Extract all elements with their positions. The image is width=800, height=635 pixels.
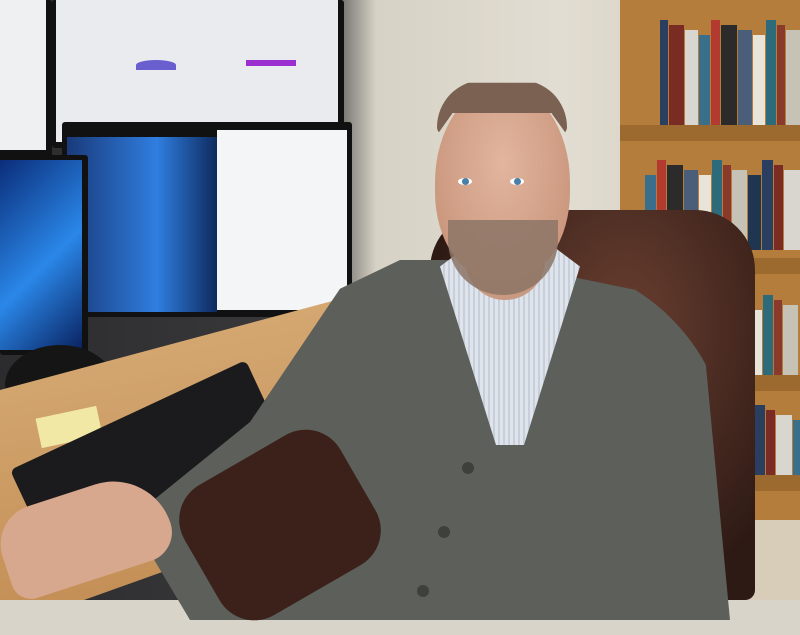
windows-desktop bbox=[0, 160, 82, 350]
document-window bbox=[217, 130, 347, 310]
book bbox=[685, 30, 698, 125]
book bbox=[738, 30, 752, 125]
book bbox=[712, 160, 722, 250]
shelf-board bbox=[620, 125, 800, 141]
book bbox=[774, 300, 782, 375]
eye bbox=[510, 178, 524, 185]
book bbox=[669, 25, 684, 125]
book bbox=[754, 405, 765, 475]
book bbox=[766, 410, 775, 475]
monitor-screen bbox=[56, 0, 338, 142]
book bbox=[721, 25, 737, 125]
cardigan-button bbox=[438, 526, 450, 538]
book bbox=[660, 20, 668, 125]
book bbox=[783, 305, 798, 375]
book bbox=[786, 30, 800, 125]
book bbox=[753, 35, 765, 125]
book bbox=[657, 160, 666, 250]
monitor-screen bbox=[0, 0, 46, 150]
monitor-left bbox=[0, 155, 88, 355]
book bbox=[793, 420, 800, 475]
cardigan-button bbox=[462, 462, 474, 474]
book bbox=[723, 165, 731, 250]
book bbox=[776, 415, 792, 475]
windows-desktop bbox=[67, 137, 217, 312]
chart-peak bbox=[246, 60, 296, 66]
book bbox=[762, 160, 773, 250]
book bbox=[699, 35, 710, 125]
book bbox=[711, 20, 720, 125]
chart-peak bbox=[136, 60, 176, 70]
book bbox=[763, 295, 773, 375]
book bbox=[777, 25, 785, 125]
monitor-center bbox=[62, 122, 352, 317]
book bbox=[748, 175, 761, 250]
eye bbox=[458, 178, 472, 185]
book bbox=[784, 170, 800, 250]
monitor-top-left bbox=[0, 0, 52, 162]
book bbox=[774, 165, 783, 250]
cardigan-button bbox=[417, 585, 429, 597]
book bbox=[766, 20, 776, 125]
